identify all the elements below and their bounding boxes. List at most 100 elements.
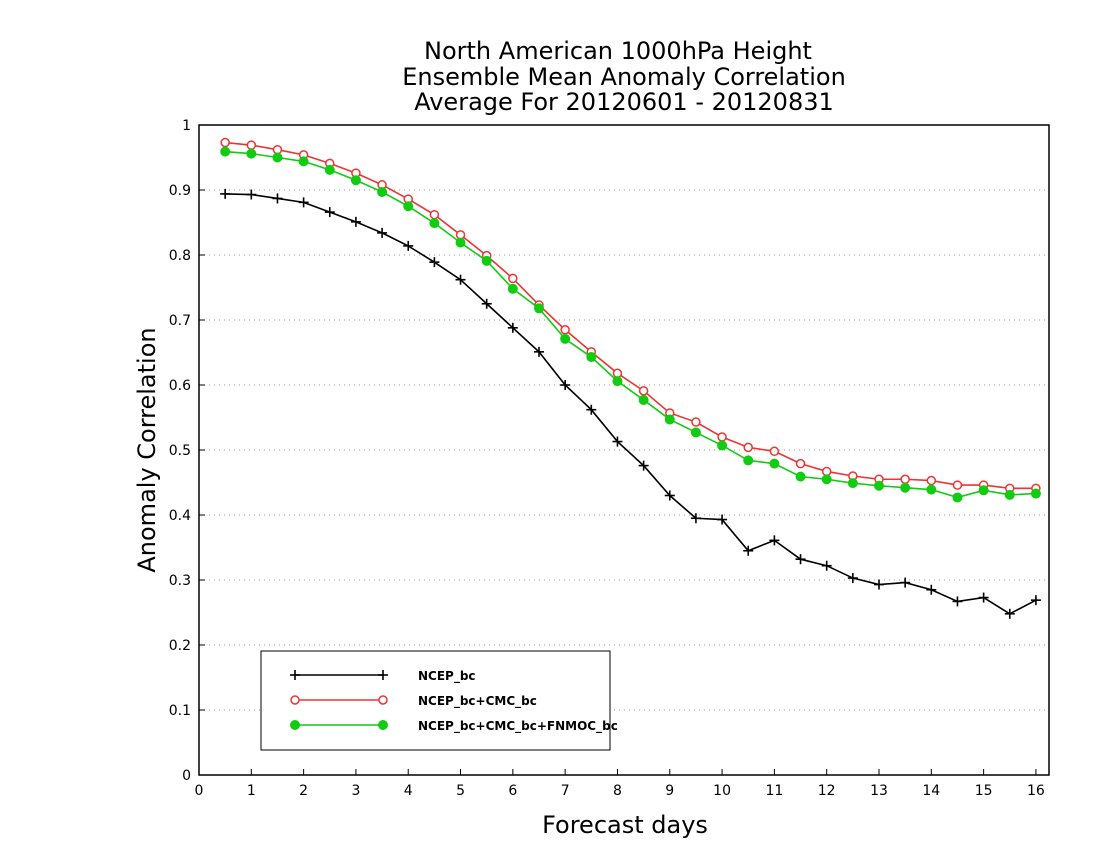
title-line-1: North American 1000hPa Height <box>424 37 812 65</box>
series-NCEP_bc <box>220 188 1041 619</box>
legend-label: NCEP_bc+CMC_bc <box>418 694 537 709</box>
data-point <box>220 146 231 157</box>
legend-entry: NCEP_bc+CMC_bc <box>290 694 537 709</box>
x-axis-title: Forecast days <box>542 811 708 839</box>
legend-marker <box>378 695 388 705</box>
data-point <box>795 458 806 469</box>
x-tick-label: 6 <box>508 783 517 799</box>
y-tick-label: 0.3 <box>169 573 191 589</box>
data-point <box>952 480 963 490</box>
data-point <box>246 148 257 159</box>
legend-marker <box>290 695 300 705</box>
data-point <box>272 152 283 163</box>
series-line <box>225 193 1037 615</box>
data-point <box>586 352 597 363</box>
data-point <box>664 414 675 425</box>
y-tick-label: 0.2 <box>169 638 191 654</box>
data-point <box>978 485 989 496</box>
title-line-3: Average For 20120601 - 20120831 <box>414 88 834 116</box>
data-point <box>377 186 388 197</box>
data-point <box>612 368 623 379</box>
data-point <box>560 333 571 344</box>
x-tick-label: 8 <box>613 783 622 799</box>
data-point <box>952 492 963 503</box>
data-point <box>926 484 937 495</box>
legend-marker <box>290 720 300 730</box>
data-point <box>900 482 911 493</box>
data-point <box>1030 488 1041 499</box>
data-point <box>220 137 230 148</box>
y-tick-label: 0.8 <box>169 248 191 264</box>
data-point <box>638 386 649 396</box>
y-tick-label: 0.7 <box>169 313 191 329</box>
x-tick-label: 14 <box>922 783 940 799</box>
data-point <box>1004 489 1015 500</box>
data-point <box>691 417 701 427</box>
legend-label: NCEP_bc+CMC_bc+FNMOC_bc <box>418 719 618 734</box>
data-point <box>481 255 492 266</box>
series-line <box>225 141 1036 490</box>
legend-marker <box>378 720 388 730</box>
data-point <box>743 442 753 453</box>
data-point <box>298 156 309 167</box>
data-point <box>612 376 623 387</box>
data-point <box>769 458 780 469</box>
data-point <box>874 480 884 491</box>
data-point <box>507 283 518 294</box>
x-tick-label: 2 <box>299 783 308 799</box>
x-tick-label: 10 <box>713 783 731 799</box>
x-tick-label: 11 <box>765 783 783 799</box>
data-point <box>795 471 806 482</box>
x-tick-label: 16 <box>1027 783 1045 799</box>
data-point <box>350 175 361 186</box>
data-point <box>821 474 832 485</box>
data-point <box>743 455 754 466</box>
data-point <box>847 478 858 489</box>
chart-title: North American 1000hPa Height Ensemble M… <box>402 37 846 116</box>
x-tick-label: 7 <box>561 783 570 799</box>
data-point <box>403 201 414 212</box>
y-tick-label: 0.1 <box>169 703 191 719</box>
data-point <box>638 394 649 405</box>
y-tick-label: 0.9 <box>169 183 191 199</box>
grid <box>199 189 1049 711</box>
legend: NCEP_bc NCEP_bc+CMC_bc NCEP_bc+CMC_bc+FNMO… <box>260 650 618 751</box>
data-point <box>455 237 466 248</box>
series <box>220 137 1041 619</box>
y-tick-label: 0.5 <box>169 443 191 459</box>
y-tick-label: 1 <box>182 118 191 134</box>
data-point <box>926 475 937 486</box>
series-NCEP_bc+CMC_bc <box>220 137 1041 494</box>
x-tick-label: 4 <box>404 783 413 799</box>
x-tick-label: 3 <box>351 783 360 799</box>
data-point <box>324 164 335 175</box>
data-point <box>900 474 910 484</box>
axes: 00.10.20.30.40.50.60.70.80.910 1 2 3 4 5 6 7 8 9 1… <box>169 118 1050 799</box>
series-NCEP_bc+CMC_bc+FNMOC_bc <box>220 146 1041 503</box>
y-axis-title: Anomaly Correlation <box>133 327 161 572</box>
y-tick-label: 0.4 <box>169 508 191 524</box>
x-tick-label: 13 <box>870 783 888 799</box>
data-point <box>534 303 544 314</box>
x-tick-label: 5 <box>456 783 465 799</box>
data-point <box>429 218 440 229</box>
y-tick-label: 0 <box>182 768 191 784</box>
y-tick-label: 0.6 <box>169 378 191 394</box>
legend-label: NCEP_bc <box>418 669 476 684</box>
x-tick-label: 0 <box>195 783 204 799</box>
title-line-2: Ensemble Mean Anomaly Correlation <box>402 63 846 91</box>
legend-entry: NCEP_bc <box>290 669 476 684</box>
data-point <box>690 427 701 438</box>
x-tick-label: 15 <box>975 783 993 799</box>
legend-entry: NCEP_bc+CMC_bc+FNMOC_bc <box>290 719 618 734</box>
data-point <box>717 432 727 442</box>
data-point <box>717 440 728 451</box>
data-point <box>560 325 570 335</box>
data-point <box>508 273 518 284</box>
data-point <box>429 209 440 220</box>
x-tick-label: 9 <box>665 783 674 799</box>
series-line <box>225 150 1036 499</box>
x-tick-label: 1 <box>247 783 256 799</box>
x-tick-label: 12 <box>818 783 836 799</box>
